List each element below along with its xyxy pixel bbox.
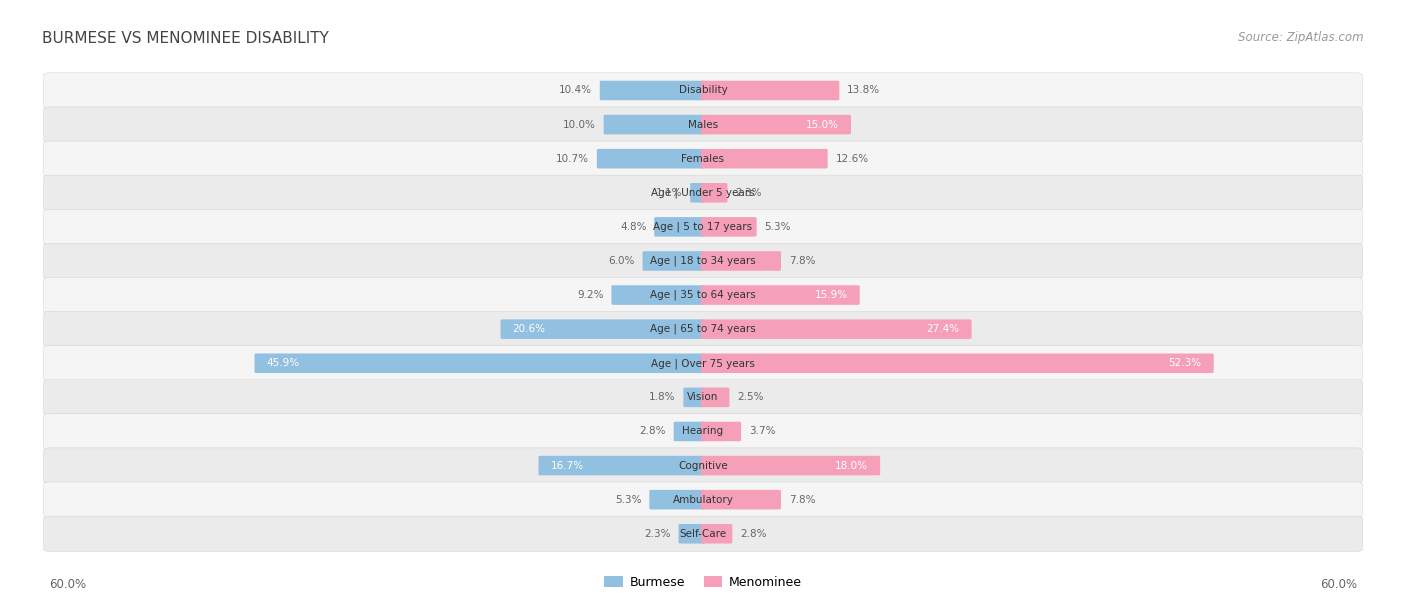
Text: Males: Males xyxy=(688,119,718,130)
FancyBboxPatch shape xyxy=(700,115,851,135)
FancyBboxPatch shape xyxy=(603,115,706,135)
FancyBboxPatch shape xyxy=(600,81,704,100)
FancyBboxPatch shape xyxy=(643,251,706,271)
Text: Self-Care: Self-Care xyxy=(679,529,727,539)
Text: 45.9%: 45.9% xyxy=(267,358,299,368)
Text: 1.1%: 1.1% xyxy=(657,188,682,198)
Text: 6.0%: 6.0% xyxy=(609,256,636,266)
FancyBboxPatch shape xyxy=(44,175,1362,211)
FancyBboxPatch shape xyxy=(690,183,706,203)
FancyBboxPatch shape xyxy=(650,490,704,509)
FancyBboxPatch shape xyxy=(44,414,1362,449)
Text: 15.0%: 15.0% xyxy=(806,119,839,130)
Text: Ambulatory: Ambulatory xyxy=(672,494,734,505)
Text: 2.5%: 2.5% xyxy=(737,392,763,402)
Text: 15.9%: 15.9% xyxy=(814,290,848,300)
Text: Age | Under 5 years: Age | Under 5 years xyxy=(651,187,755,198)
Text: 60.0%: 60.0% xyxy=(1320,578,1357,591)
FancyBboxPatch shape xyxy=(44,482,1362,517)
Text: 7.8%: 7.8% xyxy=(789,256,815,266)
Text: 2.3%: 2.3% xyxy=(644,529,671,539)
FancyBboxPatch shape xyxy=(44,107,1362,142)
Text: Source: ZipAtlas.com: Source: ZipAtlas.com xyxy=(1239,31,1364,43)
Legend: Burmese, Menominee: Burmese, Menominee xyxy=(599,570,807,594)
Text: Age | Over 75 years: Age | Over 75 years xyxy=(651,358,755,368)
Text: 52.3%: 52.3% xyxy=(1168,358,1202,368)
FancyBboxPatch shape xyxy=(44,346,1362,381)
FancyBboxPatch shape xyxy=(700,456,880,476)
FancyBboxPatch shape xyxy=(612,285,706,305)
FancyBboxPatch shape xyxy=(683,387,704,407)
FancyBboxPatch shape xyxy=(700,81,839,100)
Text: 2.8%: 2.8% xyxy=(740,529,766,539)
FancyBboxPatch shape xyxy=(673,422,706,441)
Text: 5.3%: 5.3% xyxy=(765,222,792,232)
FancyBboxPatch shape xyxy=(700,251,780,271)
FancyBboxPatch shape xyxy=(679,524,706,543)
FancyBboxPatch shape xyxy=(700,149,828,168)
Text: 12.6%: 12.6% xyxy=(835,154,869,163)
Text: 7.8%: 7.8% xyxy=(789,494,815,505)
Text: 16.7%: 16.7% xyxy=(550,461,583,471)
Text: Age | 18 to 34 years: Age | 18 to 34 years xyxy=(650,256,756,266)
Text: Vision: Vision xyxy=(688,392,718,402)
Text: 10.0%: 10.0% xyxy=(562,119,596,130)
Text: Age | 65 to 74 years: Age | 65 to 74 years xyxy=(650,324,756,334)
FancyBboxPatch shape xyxy=(700,422,741,441)
FancyBboxPatch shape xyxy=(44,448,1362,483)
FancyBboxPatch shape xyxy=(700,183,727,203)
Text: 18.0%: 18.0% xyxy=(835,461,868,471)
Text: Disability: Disability xyxy=(679,86,727,95)
FancyBboxPatch shape xyxy=(501,319,706,339)
FancyBboxPatch shape xyxy=(44,516,1362,551)
FancyBboxPatch shape xyxy=(44,244,1362,278)
Text: 10.7%: 10.7% xyxy=(557,154,589,163)
FancyBboxPatch shape xyxy=(538,456,706,476)
FancyBboxPatch shape xyxy=(44,73,1362,108)
Text: 60.0%: 60.0% xyxy=(49,578,86,591)
FancyBboxPatch shape xyxy=(254,354,706,373)
FancyBboxPatch shape xyxy=(596,149,704,168)
FancyBboxPatch shape xyxy=(700,524,733,543)
FancyBboxPatch shape xyxy=(44,209,1362,245)
FancyBboxPatch shape xyxy=(700,285,859,305)
Text: 5.3%: 5.3% xyxy=(614,494,641,505)
Text: 13.8%: 13.8% xyxy=(846,86,880,95)
Text: 1.8%: 1.8% xyxy=(650,392,676,402)
Text: 10.4%: 10.4% xyxy=(560,86,592,95)
Text: BURMESE VS MENOMINEE DISABILITY: BURMESE VS MENOMINEE DISABILITY xyxy=(42,31,329,46)
Text: Age | 35 to 64 years: Age | 35 to 64 years xyxy=(650,290,756,300)
Text: Cognitive: Cognitive xyxy=(678,461,728,471)
Text: 9.2%: 9.2% xyxy=(578,290,603,300)
FancyBboxPatch shape xyxy=(700,217,756,237)
FancyBboxPatch shape xyxy=(44,277,1362,313)
FancyBboxPatch shape xyxy=(654,217,704,237)
FancyBboxPatch shape xyxy=(44,141,1362,176)
Text: 4.8%: 4.8% xyxy=(620,222,647,232)
FancyBboxPatch shape xyxy=(700,354,1213,373)
Text: Age | 5 to 17 years: Age | 5 to 17 years xyxy=(654,222,752,232)
FancyBboxPatch shape xyxy=(700,319,972,339)
Text: 2.3%: 2.3% xyxy=(735,188,762,198)
Text: 3.7%: 3.7% xyxy=(749,427,775,436)
FancyBboxPatch shape xyxy=(44,379,1362,415)
FancyBboxPatch shape xyxy=(700,490,780,509)
FancyBboxPatch shape xyxy=(44,312,1362,347)
FancyBboxPatch shape xyxy=(700,387,730,407)
Text: 27.4%: 27.4% xyxy=(927,324,960,334)
Text: 20.6%: 20.6% xyxy=(513,324,546,334)
Text: Females: Females xyxy=(682,154,724,163)
Text: Hearing: Hearing xyxy=(682,427,724,436)
Text: 2.8%: 2.8% xyxy=(640,427,666,436)
